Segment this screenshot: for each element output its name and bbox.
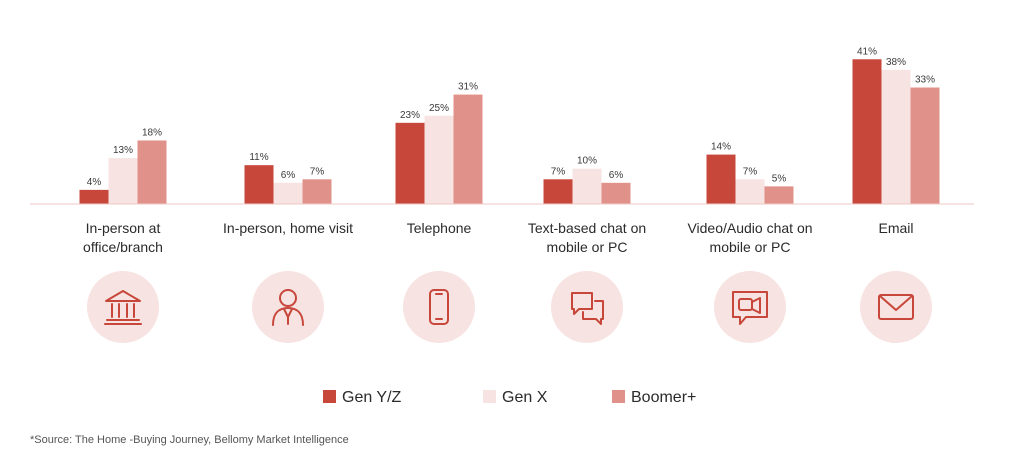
category-label-line: Text-based chat on	[528, 220, 646, 236]
data-label-boomer-2: 7%	[310, 166, 325, 177]
bar-boomer-6	[910, 87, 940, 204]
data-label-gen-x-1: 13%	[113, 145, 133, 156]
bars-layer: 4% 13% 18% 11% 6% 7% 23% 25% 31% 7% 10% 6% 14% 7% 5% 41…	[79, 46, 940, 204]
category-icons	[87, 271, 932, 343]
category-label-line: Email	[878, 220, 913, 236]
bar-gen-yz-3	[395, 122, 425, 204]
legend: Gen Y/Z Gen X Boomer+	[323, 389, 696, 406]
data-label-gen-yz-3: 23%	[400, 110, 420, 121]
category-label-line: Telephone	[407, 220, 472, 236]
icon-circle	[714, 271, 786, 343]
category-label-1: In-person at office/branch	[83, 220, 163, 255]
icon-circle	[551, 271, 623, 343]
bar-gen-x-3	[424, 115, 454, 204]
bar-gen-x-4	[572, 168, 602, 204]
bar-gen-yz-2	[244, 165, 274, 204]
category-label-line: In-person at	[86, 220, 161, 236]
data-label-gen-yz-1: 4%	[87, 177, 102, 188]
video-chat-icon-glyph	[732, 291, 768, 325]
legend-label-boomer: Boomer+	[631, 389, 696, 406]
legend-item-gen-x: Gen X	[483, 389, 548, 406]
category-label-line: Video/Audio chat on	[687, 220, 812, 236]
data-label-gen-yz-5: 14%	[711, 142, 731, 153]
data-label-gen-yz-2: 11%	[249, 152, 268, 163]
data-label-gen-x-4: 10%	[577, 156, 597, 167]
bar-gen-x-5	[735, 179, 765, 204]
video-chat-icon	[714, 271, 786, 343]
email-icon-glyph	[878, 294, 914, 320]
data-label-boomer-6: 33%	[915, 75, 935, 86]
category-label-6: Email	[878, 220, 913, 236]
data-label-gen-yz-4: 7%	[551, 166, 566, 177]
chat-icon-glyph	[571, 292, 604, 325]
data-label-gen-x-6: 38%	[886, 57, 906, 68]
source-note: *Source: The Home -Buying Journey, Bello…	[30, 434, 349, 446]
category-labels: In-person at office/branch In-person, home…	[83, 220, 913, 255]
legend-label-gen-x: Gen X	[502, 389, 548, 406]
bar-gen-yz-4	[543, 179, 573, 204]
email-icon	[860, 271, 932, 343]
legend-swatch-gen-x	[483, 390, 496, 403]
data-label-boomer-1: 18%	[142, 127, 162, 138]
bank-icon-glyph	[104, 290, 142, 325]
data-label-gen-x-5: 7%	[743, 166, 758, 177]
bar-gen-yz-1	[79, 189, 109, 204]
icon-circle	[403, 271, 475, 343]
category-label-2: In-person, home visit	[223, 220, 353, 236]
bar-boomer-3	[453, 94, 483, 204]
bar-gen-yz-5	[706, 154, 736, 204]
icon-circle	[860, 271, 932, 343]
bar-boomer-2	[302, 179, 332, 204]
data-label-gen-yz-6: 41%	[857, 46, 877, 57]
person-icon	[252, 271, 324, 343]
category-label-5: Video/Audio chat on mobile or PC	[687, 220, 812, 255]
person-icon-glyph	[272, 289, 304, 326]
bank-icon	[87, 271, 159, 343]
legend-swatch-gen-yz	[323, 390, 336, 403]
phone-icon	[403, 271, 475, 343]
data-label-gen-x-2: 6%	[281, 170, 296, 181]
phone-icon-glyph	[429, 289, 449, 325]
chat-icon	[551, 271, 623, 343]
category-label-line: mobile or PC	[547, 239, 628, 255]
category-label-line: office/branch	[83, 239, 163, 255]
category-label-4: Text-based chat on mobile or PC	[528, 220, 646, 255]
category-label-line: In-person, home visit	[223, 220, 353, 236]
bar-gen-x-6	[881, 69, 911, 204]
icon-circle	[87, 271, 159, 343]
bar-gen-x-1	[108, 158, 138, 204]
bar-boomer-4	[601, 182, 631, 204]
data-label-boomer-5: 5%	[772, 173, 787, 184]
legend-item-boomer: Boomer+	[612, 389, 696, 406]
bar-gen-yz-6	[852, 59, 882, 204]
category-label-line: mobile or PC	[710, 239, 791, 255]
legend-item-gen-yz: Gen Y/Z	[323, 389, 402, 406]
legend-swatch-boomer	[612, 390, 625, 403]
legend-label-gen-yz: Gen Y/Z	[342, 389, 402, 406]
category-label-3: Telephone	[407, 220, 472, 236]
data-label-boomer-3: 31%	[458, 82, 478, 93]
data-label-gen-x-3: 25%	[429, 103, 449, 114]
bar-boomer-5	[764, 186, 794, 204]
data-label-boomer-4: 6%	[609, 170, 624, 181]
bar-boomer-1	[137, 140, 167, 204]
bar-gen-x-2	[273, 182, 303, 204]
